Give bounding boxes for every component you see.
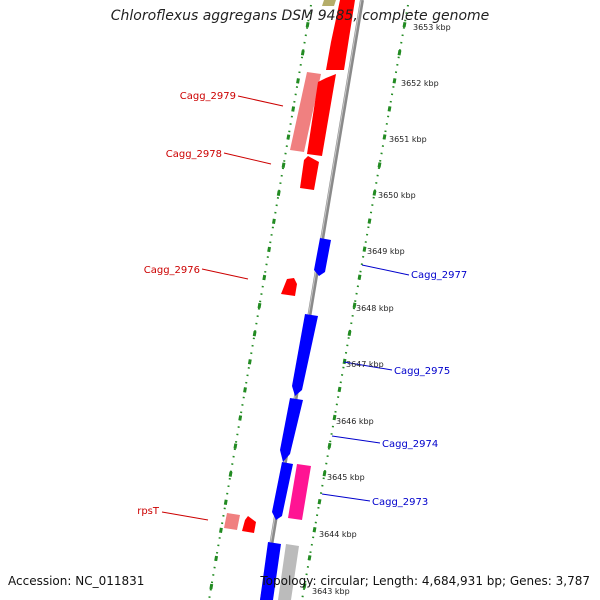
ring-tick	[337, 386, 342, 393]
ring-tick	[238, 415, 243, 421]
feature-blue-bottom	[260, 542, 281, 600]
ring-tick	[312, 527, 317, 533]
left-ring-ticks	[209, 21, 310, 590]
ring-tick	[257, 302, 262, 309]
ring-tick	[219, 527, 223, 534]
ring-tick	[252, 330, 257, 337]
ring-tick	[322, 470, 327, 477]
ring-tick	[372, 190, 377, 196]
ring-tick	[305, 21, 310, 28]
kbp-label: 3644 kbp	[319, 530, 357, 539]
kbp-label: 3650 kbp	[378, 191, 416, 200]
feature-blue-pair	[272, 462, 293, 520]
feature-cagg-2980	[326, 0, 355, 70]
kbp-tick-labels: 3653 kbp 3652 kbp 3651 kbp 3650 kbp 3649 kbp…	[312, 23, 451, 596]
ring-tick	[296, 78, 300, 84]
feature-cagg-2977	[314, 238, 331, 276]
feature-cagg-2973	[288, 464, 311, 520]
ring-tick	[228, 471, 233, 477]
ring-tick	[392, 78, 397, 84]
right-ring-ticks	[302, 21, 407, 589]
ring-tick	[402, 21, 407, 28]
ring-tick	[276, 190, 281, 196]
ring-tick	[281, 162, 286, 168]
ring-tick	[214, 555, 219, 562]
ring-tick	[286, 134, 291, 140]
ring-tick	[362, 246, 367, 252]
feature-cagg-2979	[307, 74, 336, 156]
topology-label: Topology: circular; Length: 4,684,931 bp…	[260, 574, 590, 588]
reverse-strand-features	[260, 238, 331, 600]
ring-tick	[223, 499, 228, 505]
ring-tick	[367, 218, 372, 224]
kbp-label: 3648 kbp	[356, 304, 394, 313]
ring-tick	[347, 330, 352, 337]
forward-strand-features	[224, 0, 355, 533]
feature-rpst-light	[224, 513, 240, 530]
feature-cagg-2979-light	[290, 72, 321, 152]
feature-cagg-2975	[292, 314, 318, 396]
kbp-label: 3651 kbp	[389, 135, 427, 144]
ring-tick	[247, 359, 252, 365]
kbp-label: 3653 kbp	[413, 23, 451, 32]
kbp-label: 3646 kbp	[336, 417, 374, 426]
gene-label-rpst: rpsT	[137, 506, 160, 517]
ring-tick	[300, 50, 305, 56]
gene-label-cagg-2978: Cagg_2978	[166, 149, 222, 160]
ring-tick	[291, 106, 296, 112]
accession-label: Accession: NC_011831	[8, 574, 145, 588]
ring-tick	[352, 302, 357, 308]
label-connectors	[161, 95, 410, 521]
kbp-label: 3647 kbp	[346, 360, 384, 369]
ring-tick	[233, 443, 238, 449]
feature-cagg-2974	[280, 398, 303, 462]
gene-label-cagg-2977: Cagg_2977	[411, 270, 467, 281]
kbp-label: 3652 kbp	[401, 79, 439, 88]
gene-labels: Cagg_2979 Cagg_2978 Cagg_2976 rpsT Cagg_2977…	[137, 91, 467, 517]
kbp-label: 3645 kbp	[327, 473, 365, 482]
feature-cagg-2978	[300, 156, 319, 190]
ring-tick	[382, 134, 387, 140]
ring-tick	[327, 442, 332, 449]
ring-tick	[317, 498, 322, 505]
ring-tick	[262, 274, 267, 281]
ring-tick	[267, 246, 271, 253]
feature-grey-bottom	[278, 544, 299, 600]
gene-label-cagg-2979: Cagg_2979	[180, 91, 236, 102]
ring-tick	[397, 50, 402, 56]
feature-rpst	[242, 516, 256, 533]
ring-tick	[357, 274, 362, 280]
feature-cagg-2976	[281, 278, 297, 296]
feature-olive	[322, 0, 336, 6]
gene-label-cagg-2974: Cagg_2974	[382, 439, 438, 450]
ring-tick	[302, 583, 307, 589]
ring-tick	[332, 414, 337, 421]
gene-label-cagg-2973: Cagg_2973	[372, 497, 428, 508]
gene-label-cagg-2975: Cagg_2975	[394, 366, 450, 377]
ring-tick	[307, 555, 312, 561]
map-title: Chloroflexus aggregans DSM 9485, complet…	[110, 8, 490, 24]
ring-tick	[209, 583, 214, 590]
ring-tick	[387, 106, 392, 112]
kbp-label: 3643 kbp	[312, 587, 350, 596]
ring-tick	[377, 162, 382, 168]
ring-tick	[342, 358, 347, 365]
ring-tick	[272, 218, 276, 225]
kbp-label: 3649 kbp	[367, 247, 405, 256]
gene-label-cagg-2976: Cagg_2976	[144, 265, 200, 276]
ring-tick	[243, 387, 247, 393]
